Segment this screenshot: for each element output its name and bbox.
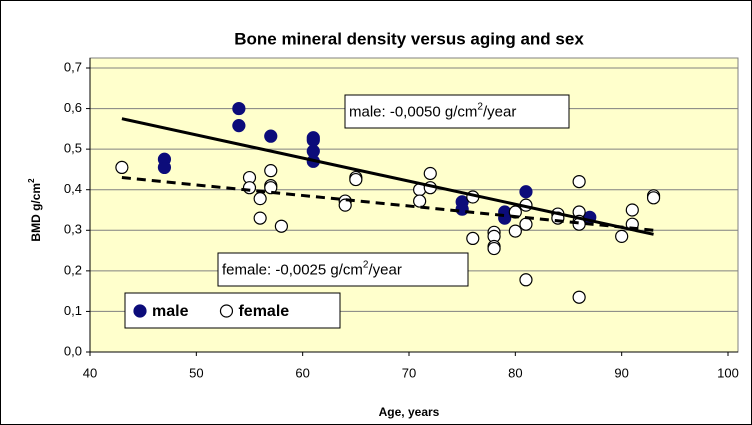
x-tick-label: 90 [614,365,628,380]
point [455,202,469,216]
trendline-label-text: /year [368,261,401,278]
y-tick-label: 0,3 [64,222,82,237]
x-tick-label: 100 [717,365,739,380]
point [115,160,129,174]
y-axis-title-text: BMD g/cm [29,183,43,242]
point [232,119,246,133]
y-tick-label: 0,6 [64,100,82,115]
point [519,185,533,199]
x-tick-label: 60 [295,365,309,380]
y-tick-label: 0,2 [64,262,82,277]
x-tick-label: 50 [189,365,203,380]
point [242,181,257,195]
point [264,164,278,178]
point [253,192,267,206]
point [519,273,533,287]
point [338,198,352,212]
point [264,129,278,143]
point [264,181,278,195]
point [508,224,522,238]
trendline [121,117,654,236]
y-axis-title-sup: 2 [27,178,36,183]
point [423,166,437,181]
point [487,241,501,256]
x-axis-title: Age, years [379,405,440,419]
point [646,191,661,205]
point [572,290,586,304]
trendline-label-box [344,94,570,129]
legend-label: female [238,303,289,320]
point [572,175,586,189]
legend-marker [133,304,147,318]
y-tick-label: 0,7 [64,59,82,74]
trendline-label: male: -0,0050 g/cm2/year [349,101,516,120]
trendline-label-text: /year [483,103,516,120]
point [253,211,267,225]
point [519,217,533,231]
point [274,219,288,233]
x-tick-label: 80 [508,365,522,380]
trendline-label-sup: 2 [477,101,483,112]
y-tick-label: 0,5 [64,141,82,156]
y-tick-label: 0,1 [64,303,82,318]
point [232,101,246,116]
legend-marker [219,304,234,318]
x-tick-label: 70 [402,365,416,380]
x-tick-label: 40 [83,365,97,380]
legend-label: male [152,303,189,320]
y-tick-label: 0,4 [64,181,82,196]
trendline-label-sup: 2 [363,259,369,270]
point [625,203,639,217]
trendline-label: female: -0,0025 g/cm2/year [222,259,402,278]
trendline-label-box [217,252,469,287]
point [306,133,320,147]
point [615,229,629,243]
point [349,172,363,187]
y-axis-title: BMD g/cm2 [27,178,43,242]
point [157,160,172,174]
y-tick-label: 0,0 [64,343,82,358]
point [413,194,427,208]
trendline-label-text: male: -0,0050 g/cm [349,103,477,120]
chart-title: Bone mineral density versus aging and se… [234,29,584,48]
point [466,231,480,245]
trendline-label-text: female: -0,0025 g/cm [222,261,363,278]
